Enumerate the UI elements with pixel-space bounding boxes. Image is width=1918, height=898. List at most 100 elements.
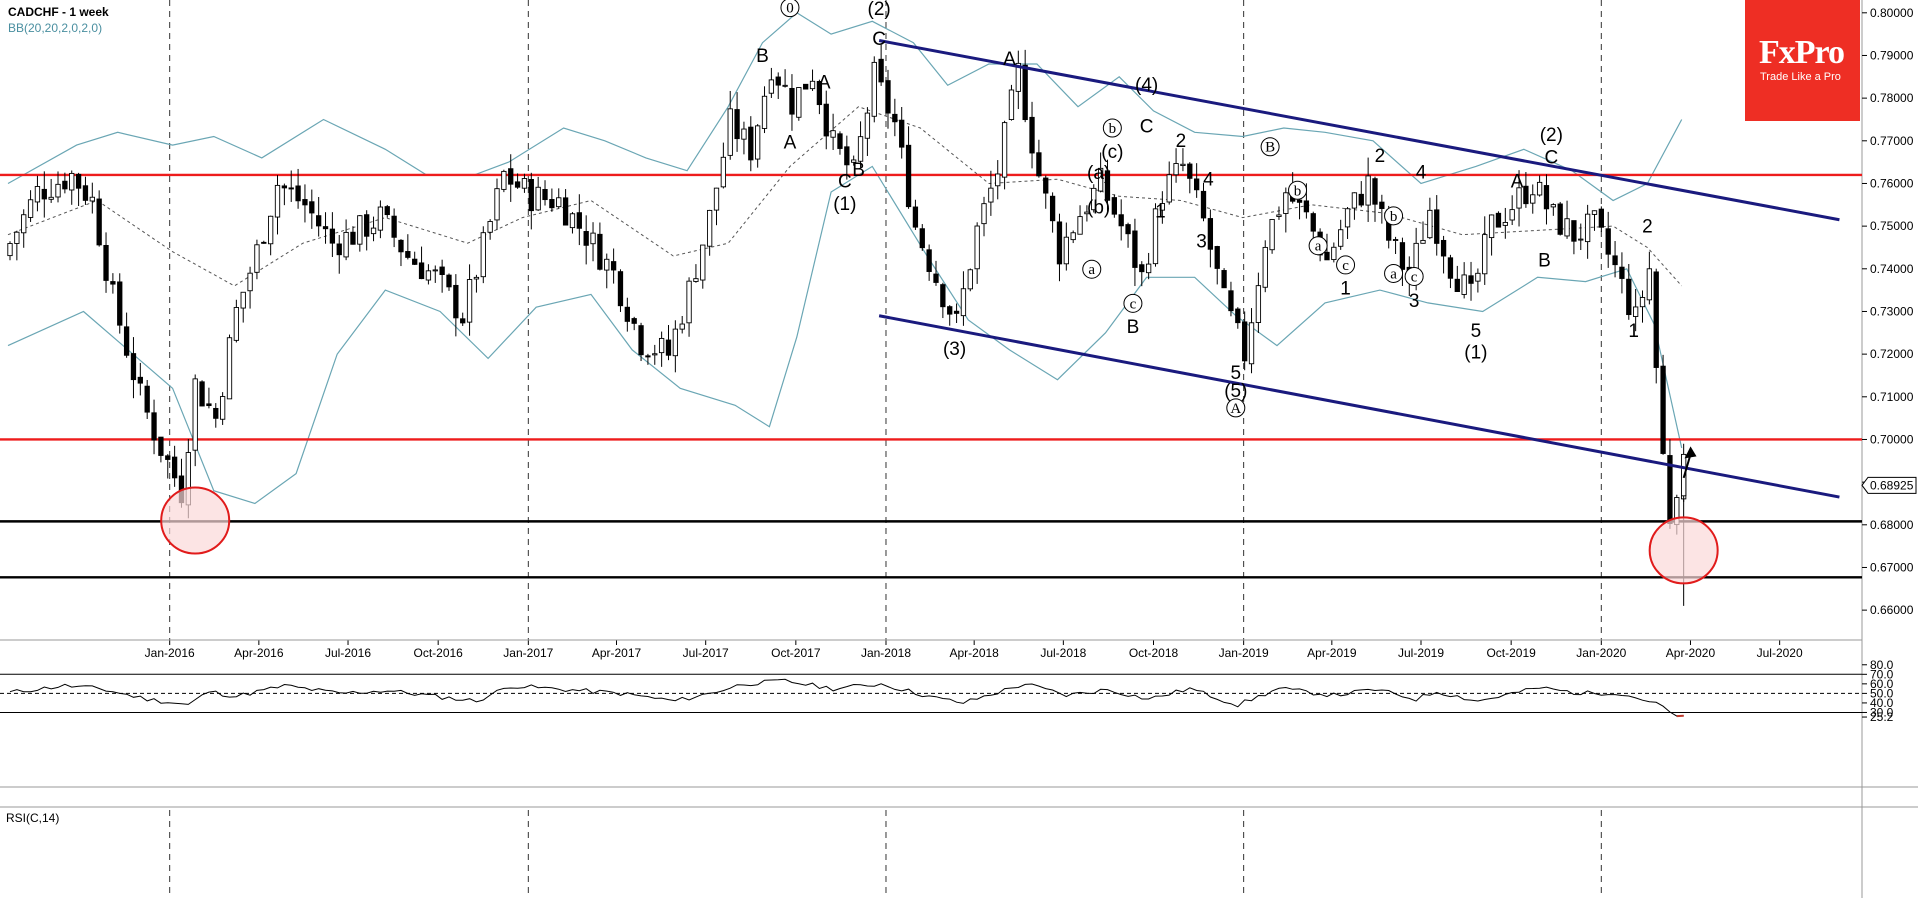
candle (741, 121, 747, 155)
candle (1632, 289, 1639, 332)
candle (837, 131, 843, 155)
candle (617, 269, 624, 312)
rsi-line (9, 678, 1684, 717)
candle-body-bull (1536, 181, 1543, 196)
wave-label: c (1130, 296, 1137, 312)
candle (322, 212, 329, 244)
wave-label: a (1088, 262, 1095, 278)
candle (1578, 223, 1584, 251)
candle-body-bull (981, 203, 987, 225)
candle (439, 259, 445, 293)
price-tick-label: 0.80000 (1870, 6, 1914, 20)
wave-label: (5) (1224, 381, 1247, 402)
price-tick-label: 0.78000 (1870, 91, 1914, 105)
logo-brand: FxPro (1759, 34, 1845, 71)
candle-body-bear (75, 173, 82, 189)
wave-label: C (1140, 117, 1154, 138)
candle-body-bull (1015, 62, 1021, 92)
candle-body-bull (1475, 272, 1481, 282)
candle (1145, 252, 1152, 280)
wave-label: c (1342, 258, 1349, 274)
candle-body-bull (1578, 238, 1584, 241)
candle-body-bull (1173, 163, 1179, 176)
candle-body-bull (761, 95, 768, 129)
candle (103, 232, 109, 293)
candle (1049, 192, 1056, 233)
candle-body-bear (130, 353, 137, 381)
candle-body-bull (7, 243, 13, 257)
candle-body-bull (219, 396, 226, 420)
candle (274, 175, 281, 235)
candle-body-bear (158, 436, 164, 456)
candle (377, 200, 384, 239)
candle-body-bull (1351, 192, 1358, 209)
date-tick-label: Jul-2019 (1398, 646, 1444, 660)
candle-body-bear (137, 376, 143, 384)
candle (55, 171, 61, 203)
candle-body-bull (652, 353, 658, 356)
candle (899, 107, 905, 159)
price-tick-label: 0.76000 (1870, 176, 1914, 190)
candle (720, 142, 727, 189)
date-tick-label: Apr-2017 (592, 646, 642, 660)
candle-body-bull (487, 221, 493, 233)
candle-body-bull (1530, 194, 1536, 204)
candle (82, 176, 89, 205)
candle-body-bear (789, 87, 795, 115)
candle (1591, 210, 1598, 231)
candle-body-bear (281, 185, 288, 189)
candle-body-bull (494, 188, 500, 221)
candle (295, 168, 301, 209)
candle (1660, 354, 1666, 455)
candle-body-bear (1187, 163, 1193, 179)
candle-body-bear (610, 261, 617, 271)
candle-body-bear (117, 281, 123, 326)
candle-body-bear (62, 180, 68, 190)
candle-body-bull (432, 269, 438, 272)
candle-body-bear (439, 266, 445, 276)
candle (7, 241, 13, 261)
candle (1434, 195, 1440, 256)
candle (1159, 191, 1166, 224)
candle (1482, 216, 1488, 285)
candle-body-bull (1509, 209, 1515, 221)
candle-body-bull (672, 328, 678, 357)
candle (1338, 219, 1344, 250)
candle-body-bear (926, 249, 932, 272)
candle (1619, 252, 1625, 294)
candle-body-bull (768, 79, 775, 94)
candle-body-bull (590, 232, 596, 245)
date-tick-label: Jan-2020 (1576, 646, 1626, 660)
arrow-head (1684, 446, 1697, 459)
candle (370, 216, 377, 242)
fxpro-logo: FxPro Trade Like a Pro (1745, 0, 1860, 121)
wave-label: A (818, 73, 831, 94)
candle (686, 277, 692, 337)
rsi-panel: 80.070.060.050.040.030.025.2 (0, 658, 1894, 724)
candle-body-bull (1427, 209, 1433, 239)
candle (830, 113, 836, 150)
candle-body-bear (1242, 321, 1248, 362)
price-axis: 0.80000 0.79000 0.78000 0.77000 0.76000 0.750… (1862, 6, 1914, 617)
wave-label: (c) (1101, 142, 1123, 163)
candle-body-bull (830, 130, 836, 138)
candle (1242, 311, 1248, 371)
candle (117, 273, 123, 334)
candle-body-bear (1056, 221, 1063, 265)
candle (857, 121, 864, 168)
candle-body-bear (1440, 239, 1447, 257)
candle-body-bull (686, 280, 692, 324)
candle-body-bear (583, 231, 589, 246)
candle (947, 305, 953, 326)
candle (706, 209, 713, 256)
candle (1461, 262, 1467, 299)
candle (700, 244, 706, 289)
candle (549, 188, 555, 212)
date-tick-label: Jan-2019 (1219, 646, 1269, 660)
candle-body-bear (41, 188, 47, 200)
candle (782, 69, 788, 88)
candle-body-bear (542, 189, 548, 201)
candle (748, 116, 754, 172)
date-tick-label: Apr-2019 (1307, 646, 1357, 660)
candle (1104, 159, 1111, 213)
